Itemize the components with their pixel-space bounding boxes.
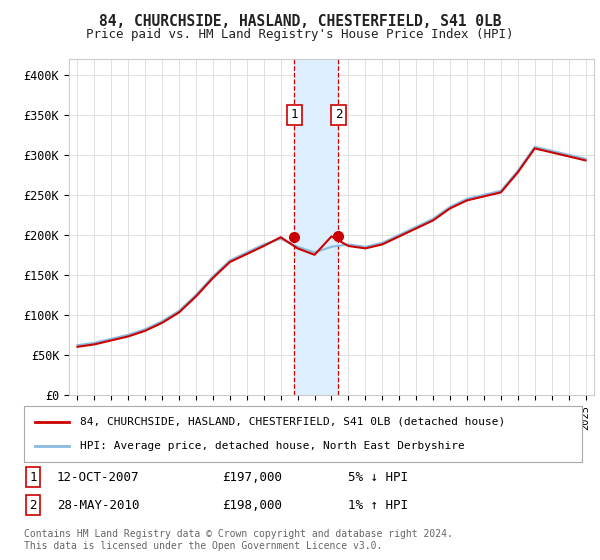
Text: 1: 1 <box>290 108 298 122</box>
Text: Price paid vs. HM Land Registry's House Price Index (HPI): Price paid vs. HM Land Registry's House … <box>86 28 514 41</box>
Text: 28-MAY-2010: 28-MAY-2010 <box>57 498 139 512</box>
Bar <box>294 59 338 395</box>
Text: 12-OCT-2007: 12-OCT-2007 <box>57 470 139 484</box>
Text: HPI: Average price, detached house, North East Derbyshire: HPI: Average price, detached house, Nort… <box>80 441 464 451</box>
Text: 84, CHURCHSIDE, HASLAND, CHESTERFIELD, S41 0LB (detached house): 84, CHURCHSIDE, HASLAND, CHESTERFIELD, S… <box>80 417 505 427</box>
Text: £198,000: £198,000 <box>222 498 282 512</box>
Text: 1% ↑ HPI: 1% ↑ HPI <box>348 498 408 512</box>
Text: 1: 1 <box>29 470 37 484</box>
Text: 5% ↓ HPI: 5% ↓ HPI <box>348 470 408 484</box>
Text: 2: 2 <box>29 498 37 512</box>
Text: 2: 2 <box>335 108 342 122</box>
Text: 84, CHURCHSIDE, HASLAND, CHESTERFIELD, S41 0LB: 84, CHURCHSIDE, HASLAND, CHESTERFIELD, S… <box>99 14 501 29</box>
Text: £197,000: £197,000 <box>222 470 282 484</box>
Text: Contains HM Land Registry data © Crown copyright and database right 2024.
This d: Contains HM Land Registry data © Crown c… <box>24 529 453 551</box>
